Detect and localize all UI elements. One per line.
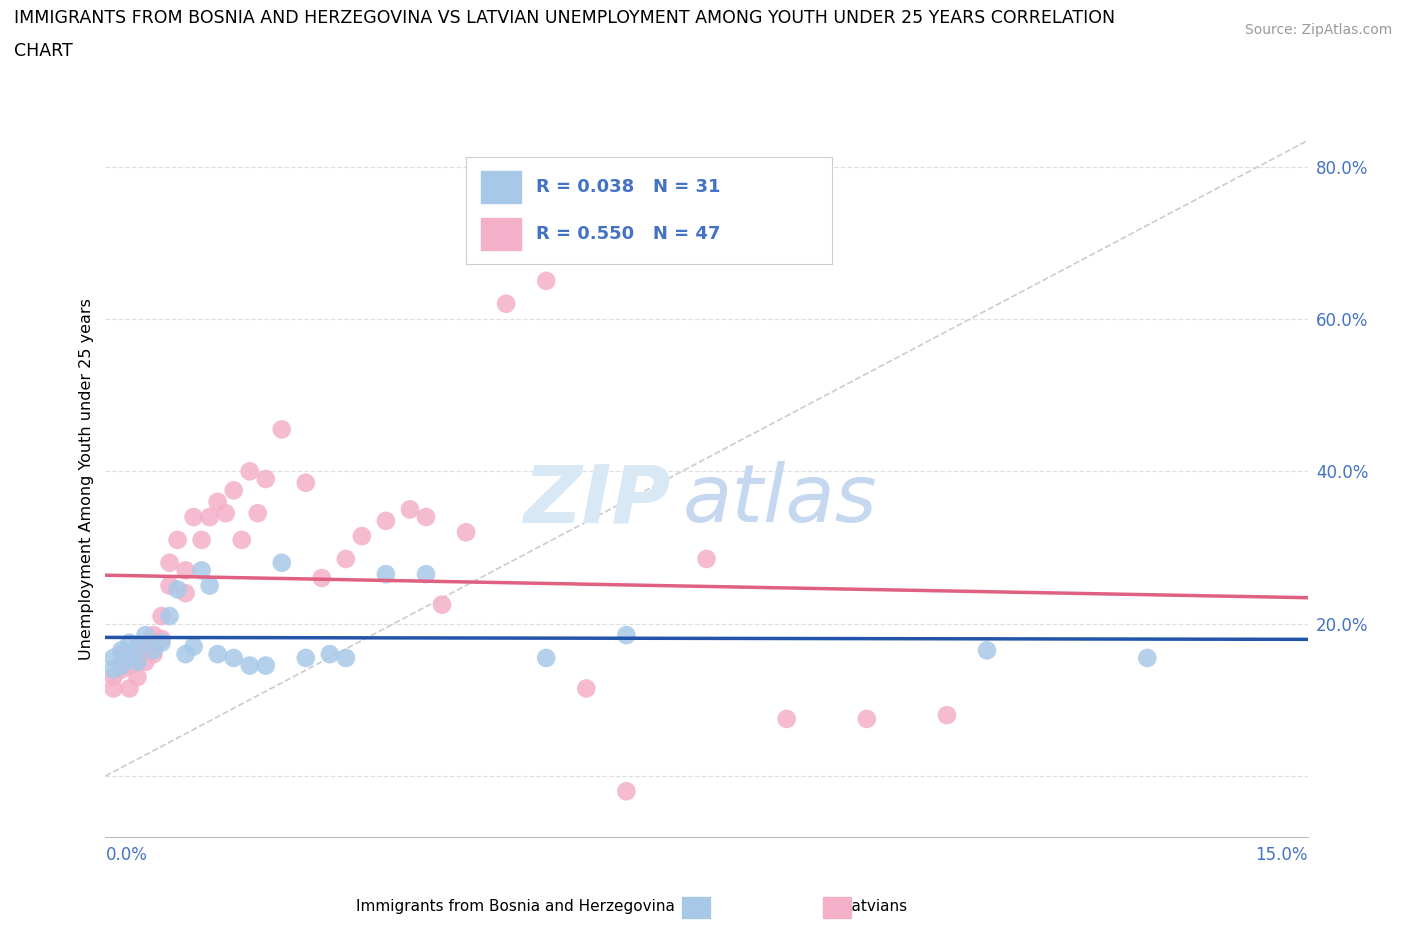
Point xyxy=(190,533,212,548)
Point xyxy=(110,643,132,658)
Point xyxy=(142,628,165,643)
Point xyxy=(239,464,262,479)
Point xyxy=(311,570,333,585)
Text: IMMIGRANTS FROM BOSNIA AND HERZEGOVINA VS LATVIAN UNEMPLOYMENT AMONG YOUTH UNDER: IMMIGRANTS FROM BOSNIA AND HERZEGOVINA V… xyxy=(14,9,1115,27)
Point xyxy=(207,646,229,661)
Point xyxy=(430,597,453,612)
Text: 15.0%: 15.0% xyxy=(1256,846,1308,864)
Point xyxy=(295,475,318,490)
Point xyxy=(415,510,437,525)
Point xyxy=(183,639,205,654)
Point xyxy=(150,631,173,646)
Point xyxy=(855,711,877,726)
Point xyxy=(239,658,262,673)
Point xyxy=(231,533,253,548)
Y-axis label: Unemployment Among Youth under 25 years: Unemployment Among Youth under 25 years xyxy=(79,298,94,660)
Point xyxy=(118,658,141,673)
Point xyxy=(159,578,181,593)
Point xyxy=(127,639,149,654)
Point xyxy=(295,651,318,666)
Point xyxy=(776,711,799,726)
Text: 0.0%: 0.0% xyxy=(105,846,148,864)
Point xyxy=(495,297,517,312)
Point xyxy=(103,670,125,684)
Point xyxy=(150,635,173,650)
Point xyxy=(222,651,245,666)
Point xyxy=(374,566,398,581)
Point xyxy=(319,646,342,661)
Point xyxy=(246,506,269,521)
Point xyxy=(166,582,188,597)
Point xyxy=(127,651,149,666)
Text: CHART: CHART xyxy=(14,42,73,60)
Point xyxy=(174,646,197,661)
Point xyxy=(135,628,157,643)
Point xyxy=(159,555,181,570)
Point xyxy=(183,510,205,525)
Point xyxy=(254,472,277,486)
Point xyxy=(190,563,212,578)
Point xyxy=(142,646,165,661)
Point xyxy=(110,658,132,673)
Point xyxy=(415,566,437,581)
Point xyxy=(214,506,236,521)
Point xyxy=(142,643,165,658)
Point xyxy=(616,628,638,643)
Point xyxy=(118,635,141,650)
Point xyxy=(174,586,197,601)
Text: Latvians: Latvians xyxy=(844,899,908,914)
Point xyxy=(335,651,357,666)
Point xyxy=(350,528,373,543)
Point xyxy=(270,555,292,570)
Point xyxy=(198,578,221,593)
Point xyxy=(335,551,357,566)
Text: R = 0.038   N = 31: R = 0.038 N = 31 xyxy=(536,179,720,196)
Point xyxy=(976,643,998,658)
Point xyxy=(118,681,141,696)
Point xyxy=(936,708,959,723)
Point xyxy=(207,495,229,510)
Point xyxy=(110,662,132,677)
Point xyxy=(150,608,173,623)
Point xyxy=(103,662,125,677)
Point xyxy=(135,639,157,654)
Point xyxy=(374,513,398,528)
Text: ZIP: ZIP xyxy=(523,461,671,539)
Point xyxy=(118,651,141,666)
Point xyxy=(222,483,245,498)
Point xyxy=(575,681,598,696)
Point xyxy=(159,608,181,623)
Point xyxy=(103,651,125,666)
Point xyxy=(399,502,422,517)
Point xyxy=(103,681,125,696)
Point xyxy=(166,533,188,548)
Point xyxy=(110,646,132,661)
Point xyxy=(270,422,292,437)
Point xyxy=(135,655,157,670)
Point xyxy=(174,563,197,578)
Point xyxy=(127,670,149,684)
Point xyxy=(198,510,221,525)
Point xyxy=(616,784,638,799)
Bar xyxy=(481,219,520,250)
Text: R = 0.550   N = 47: R = 0.550 N = 47 xyxy=(536,225,720,243)
Point xyxy=(534,273,557,288)
Point xyxy=(254,658,277,673)
Point xyxy=(696,551,718,566)
Point xyxy=(127,655,149,670)
Text: Source: ZipAtlas.com: Source: ZipAtlas.com xyxy=(1244,23,1392,37)
Text: Immigrants from Bosnia and Herzegovina: Immigrants from Bosnia and Herzegovina xyxy=(356,899,675,914)
Point xyxy=(534,651,557,666)
Text: atlas: atlas xyxy=(682,461,877,539)
Point xyxy=(1136,651,1159,666)
Bar xyxy=(481,171,520,203)
Point xyxy=(454,525,477,539)
